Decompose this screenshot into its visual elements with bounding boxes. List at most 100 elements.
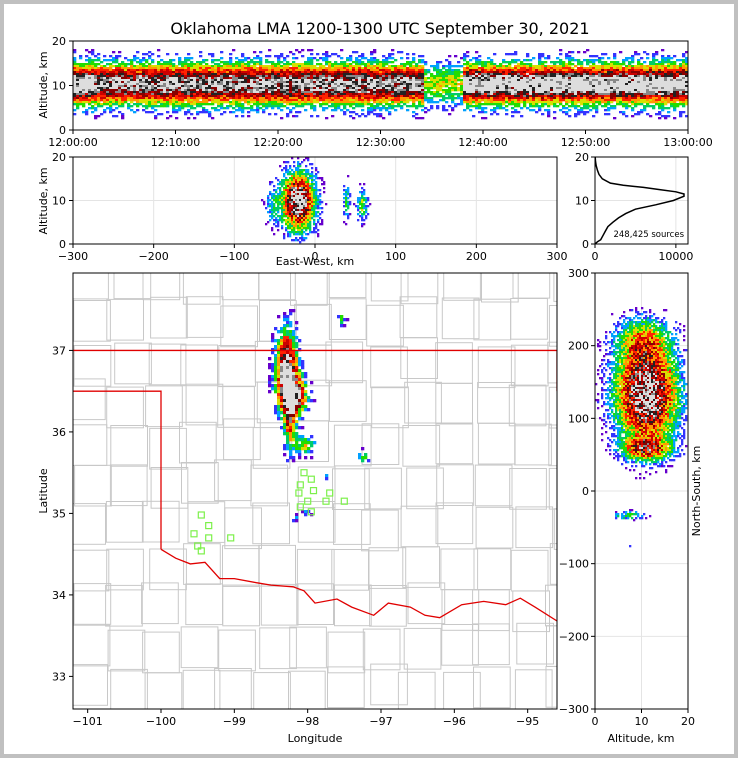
time-height-cell bbox=[316, 59, 320, 62]
time-height-cell bbox=[409, 99, 413, 102]
time-height-cell bbox=[409, 67, 413, 70]
time-height-cell bbox=[343, 65, 347, 68]
time-height-cell bbox=[511, 77, 515, 80]
time-height-cell bbox=[220, 105, 224, 108]
time-height-cell bbox=[337, 89, 341, 92]
time-height-cell bbox=[616, 75, 620, 78]
time-height-cell bbox=[619, 101, 623, 104]
time-height-cell bbox=[604, 75, 608, 78]
time-height-cell bbox=[184, 97, 188, 100]
time-height-cell bbox=[112, 95, 116, 98]
time-height-cell bbox=[145, 85, 149, 88]
time-height-cell bbox=[484, 63, 488, 66]
time-height-cell bbox=[544, 77, 548, 80]
time-height-cell bbox=[580, 99, 584, 102]
time-height-cell bbox=[607, 65, 611, 68]
time-height-cell bbox=[286, 81, 290, 84]
time-height-cell bbox=[280, 87, 284, 90]
time-height-cell bbox=[424, 77, 428, 80]
time-height-cell bbox=[553, 75, 557, 78]
time-height-cell bbox=[130, 61, 134, 64]
time-height-cell bbox=[265, 65, 269, 68]
time-height-cell bbox=[442, 73, 446, 76]
time-height-cell bbox=[295, 111, 299, 114]
time-height-cell bbox=[337, 95, 341, 98]
time-height-cell bbox=[343, 105, 347, 108]
time-height-cell bbox=[202, 69, 206, 72]
time-height-cell bbox=[370, 51, 374, 54]
time-height-cell bbox=[268, 113, 272, 116]
time-height-cell bbox=[310, 59, 314, 62]
time-height-cell bbox=[142, 97, 146, 100]
time-height-cell bbox=[544, 71, 548, 74]
time-height-cell bbox=[256, 81, 260, 84]
time-height-cell bbox=[460, 75, 464, 78]
time-height-cell bbox=[286, 79, 290, 82]
time-height-cell bbox=[682, 59, 686, 62]
time-height-cell bbox=[553, 79, 557, 82]
time-height-cell bbox=[247, 103, 251, 106]
time-height-cell bbox=[529, 67, 533, 70]
time-height-cell bbox=[289, 79, 293, 82]
time-height-cell bbox=[601, 53, 605, 56]
time-height-cell bbox=[685, 87, 689, 90]
time-height-cell bbox=[142, 91, 146, 94]
time-height-cell bbox=[139, 83, 143, 86]
time-height-cell bbox=[583, 101, 587, 104]
time-height-cell bbox=[346, 59, 350, 62]
time-height-cell bbox=[349, 95, 353, 98]
time-height-cell bbox=[364, 69, 368, 72]
time-height-cell bbox=[577, 51, 581, 54]
time-height-cell bbox=[652, 75, 656, 78]
time-height-cell bbox=[613, 87, 617, 90]
time-height-cell bbox=[583, 107, 587, 110]
time-height-cell bbox=[622, 95, 626, 98]
time-height-cell bbox=[313, 73, 317, 76]
time-height-cell bbox=[151, 79, 155, 82]
time-height-cell bbox=[367, 91, 371, 94]
time-height-cell bbox=[106, 107, 110, 110]
time-height-cell bbox=[298, 103, 302, 106]
time-height-cell bbox=[286, 85, 290, 88]
time-height-cell bbox=[262, 85, 266, 88]
time-height-cell bbox=[226, 73, 230, 76]
time-height-cell bbox=[481, 81, 485, 84]
time-height-cell bbox=[388, 107, 392, 110]
time-height-cell bbox=[205, 67, 209, 70]
time-height-cell bbox=[211, 65, 215, 68]
time-height-cell bbox=[295, 97, 299, 100]
time-height-cell bbox=[664, 79, 668, 82]
time-height-cell bbox=[655, 93, 659, 96]
time-height-cell bbox=[445, 85, 449, 88]
time-height-cell bbox=[502, 75, 506, 78]
time-height-cell bbox=[649, 71, 653, 74]
time-height-cell bbox=[565, 89, 569, 92]
time-height-cell bbox=[271, 63, 275, 66]
time-height-cell bbox=[526, 99, 530, 102]
time-height-cell bbox=[235, 109, 239, 112]
time-height-cell bbox=[622, 93, 626, 96]
time-height-cell bbox=[97, 95, 101, 98]
time-height-cell bbox=[85, 71, 89, 74]
time-height-cell bbox=[589, 91, 593, 94]
time-height-cell bbox=[190, 85, 194, 88]
time-height-cell bbox=[76, 87, 80, 90]
time-height-cell bbox=[340, 77, 344, 80]
time-height-cell bbox=[112, 93, 116, 96]
time-height-cell bbox=[103, 85, 107, 88]
time-height-cell bbox=[364, 103, 368, 106]
time-height-cell bbox=[421, 77, 425, 80]
time-height-cell bbox=[349, 101, 353, 104]
time-height-cell bbox=[511, 53, 515, 56]
time-height-cell bbox=[136, 51, 140, 54]
time-height-cell bbox=[160, 83, 164, 86]
time-height-cell bbox=[328, 63, 332, 66]
time-height-cell bbox=[121, 89, 125, 92]
time-height-cell bbox=[385, 107, 389, 110]
time-height-cell bbox=[88, 59, 92, 62]
time-height-cell bbox=[337, 81, 341, 84]
time-height-cell bbox=[133, 95, 137, 98]
time-height-cell bbox=[379, 65, 383, 68]
time-height-cell bbox=[514, 53, 518, 56]
time-height-cell bbox=[640, 81, 644, 84]
